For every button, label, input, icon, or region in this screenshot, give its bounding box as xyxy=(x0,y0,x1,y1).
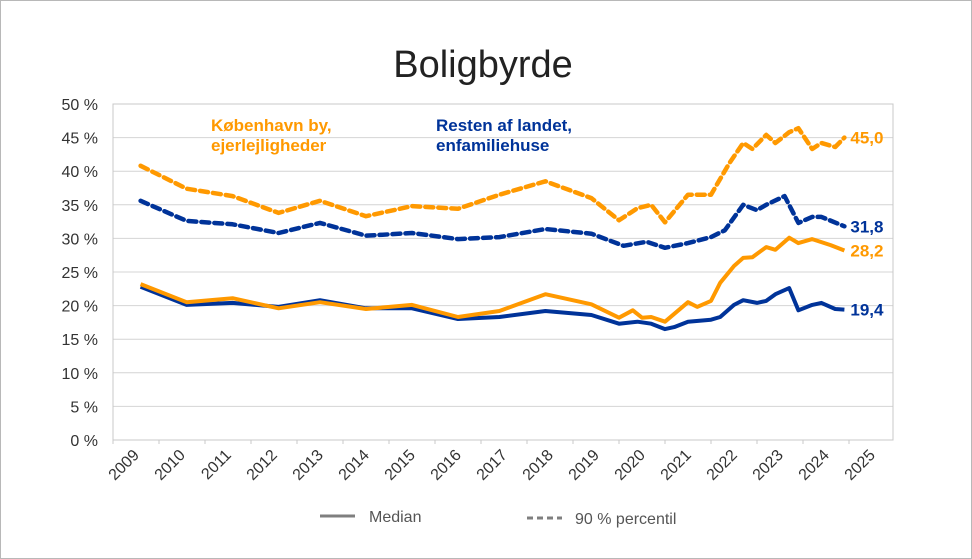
series-line-kbh-dashed xyxy=(138,125,847,225)
y-tick-label: 40 % xyxy=(62,164,98,181)
chart-title: Boligbyrde xyxy=(393,44,573,86)
end-value-label: 19,4 xyxy=(850,301,884,320)
series-line-resten-solid xyxy=(139,284,845,332)
x-tick-label: 2017 xyxy=(474,447,511,484)
x-tick-label: 2011 xyxy=(198,447,234,483)
legend-percentile: 90 % percentil xyxy=(575,511,676,528)
x-axis: 2009 2010 2011 2012 2013 2014 2015 2016 2017 2018… xyxy=(106,440,879,484)
series-lines xyxy=(138,125,847,332)
annotation-resten-line2: enfamiliehuse xyxy=(436,136,549,155)
x-tick-label: 2015 xyxy=(382,447,419,484)
x-tick-label: 2023 xyxy=(750,447,787,484)
annotation-resten-line1: Resten af landet, xyxy=(436,116,572,135)
x-tick-label: 2024 xyxy=(796,447,833,484)
annotation-kbh: København by, ejerlejligheder xyxy=(211,116,332,155)
y-axis: 0 % 5 % 10 % 15 % 20 % 25 % 30 % 35 % 40 % 45 % 50… xyxy=(62,97,98,450)
y-tick-label: 45 % xyxy=(62,131,98,148)
x-tick-label: 2016 xyxy=(428,447,465,484)
y-tick-label: 35 % xyxy=(62,198,98,215)
x-tick-label: 2012 xyxy=(244,447,281,484)
series-line-resten-dashed xyxy=(138,193,847,251)
y-tick-label: 15 % xyxy=(62,332,98,349)
annotation-kbh-line2: ejerlejligheder xyxy=(211,136,327,155)
end-labels: 19,4 28,2 31,8 45,0 xyxy=(850,129,884,320)
x-tick-label: 2010 xyxy=(152,447,189,484)
y-tick-label: 20 % xyxy=(62,299,98,316)
y-tick-label: 50 % xyxy=(62,97,98,114)
annotation-kbh-line1: København by, xyxy=(211,116,332,135)
series-line-kbh-solid xyxy=(139,235,846,324)
x-tick-label: 2020 xyxy=(612,447,649,484)
y-tick-label: 10 % xyxy=(62,366,98,383)
end-value-label: 45,0 xyxy=(850,129,883,148)
annotation-resten: Resten af landet, enfamiliehuse xyxy=(436,116,572,155)
x-tick-label: 2014 xyxy=(336,447,373,484)
y-tick-label: 0 % xyxy=(70,433,98,450)
x-tick-label: 2013 xyxy=(290,447,327,484)
y-tick-label: 30 % xyxy=(62,231,98,248)
end-value-label: 28,2 xyxy=(850,241,883,260)
x-tick-label: 2025 xyxy=(842,447,879,484)
legend: Median 90 % percentil xyxy=(320,509,676,528)
y-tick-label: 5 % xyxy=(70,399,98,416)
x-tick-label: 2018 xyxy=(520,447,557,484)
end-value-label: 31,8 xyxy=(850,217,883,236)
x-tick-label: 2019 xyxy=(566,447,603,484)
x-tick-label: 2022 xyxy=(704,447,741,484)
y-tick-label: 25 % xyxy=(62,265,98,282)
plot-area xyxy=(112,103,894,441)
x-tick-label: 2009 xyxy=(106,447,143,484)
legend-median: Median xyxy=(369,509,421,526)
x-tick-label: 2021 xyxy=(658,447,695,484)
